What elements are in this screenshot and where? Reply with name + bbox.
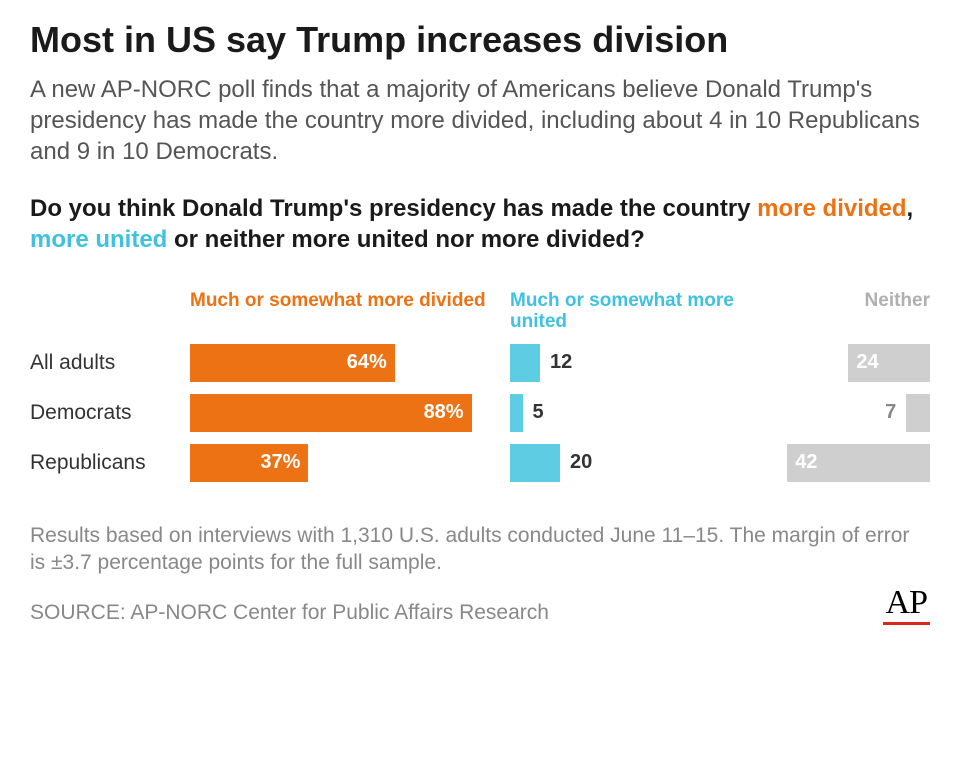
bar-value-label: 20	[570, 444, 592, 482]
bar-value-label: 42	[795, 444, 817, 482]
ap-logo: AP	[883, 586, 930, 625]
chart-panel-divided: Much or somewhat more divided64% 88% 37%	[190, 290, 510, 494]
bar-value-label: 7	[885, 394, 896, 432]
bar-value-label: 5	[533, 394, 544, 432]
bar-value-label: 24	[856, 344, 878, 382]
bar-row: 5	[510, 394, 760, 432]
bar-row: 37%	[190, 444, 510, 482]
headline-title: Most in US say Trump increases division	[30, 20, 930, 60]
row-label: Democrats	[30, 394, 190, 432]
subtitle-text: A new AP-NORC poll finds that a majority…	[30, 74, 930, 168]
methodology-footnote: Results based on interviews with 1,310 U…	[30, 522, 930, 577]
bar-row: 64%	[190, 344, 510, 382]
chart-panel-united: Much or somewhat more united125 20	[510, 290, 760, 494]
panel-header: Neither	[760, 290, 930, 344]
question-highlight-united: more united	[30, 226, 167, 253]
bar-chart: All adultsDemocratsRepublicansMuch or so…	[30, 290, 930, 494]
bar	[510, 344, 540, 382]
bar-value-label: 64%	[347, 344, 387, 382]
bar-row: 24	[760, 344, 930, 382]
chart-panel-neither: Neither247 42	[760, 290, 930, 494]
footer-row: SOURCE: AP-NORC Center for Public Affair…	[30, 586, 930, 625]
survey-question: Do you think Donald Trump's presidency h…	[30, 193, 930, 255]
bar	[510, 444, 560, 482]
question-part3: or neither more united nor more divided?	[167, 226, 644, 253]
bar-row: 88%	[190, 394, 510, 432]
row-labels-column: All adults Democrats Republicans	[30, 290, 190, 494]
chart-panels: Much or somewhat more divided64%88%37%Mu…	[190, 290, 930, 494]
bar-row: 7	[760, 394, 930, 432]
bar	[510, 394, 523, 432]
bar-value-label: 88%	[424, 394, 464, 432]
panel-header: Much or somewhat more united	[510, 290, 760, 344]
bar-row: 12	[510, 344, 760, 382]
panel-header: Much or somewhat more divided	[190, 290, 510, 344]
bar-value-label: 37%	[260, 444, 300, 482]
bar-value-label: 12	[550, 344, 572, 382]
bar-row: 42	[760, 444, 930, 482]
question-part1: Do you think Donald Trump's presidency h…	[30, 195, 757, 222]
row-label: All adults	[30, 344, 190, 382]
bar-row: 20	[510, 444, 760, 482]
question-part2: ,	[907, 195, 914, 222]
row-label: Republicans	[30, 444, 190, 482]
source-line: SOURCE: AP-NORC Center for Public Affair…	[30, 601, 549, 625]
bar	[906, 394, 930, 432]
question-highlight-divided: more divided	[757, 195, 906, 222]
